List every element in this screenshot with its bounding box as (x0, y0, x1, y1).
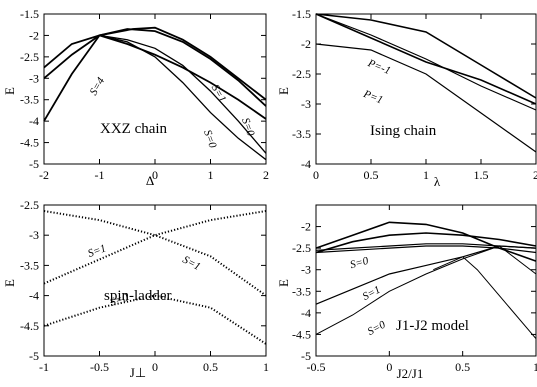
y-tick-label: -3.5 (292, 284, 311, 298)
x-tick-label: 2 (263, 168, 269, 182)
series-line-4 (315, 43, 537, 153)
x-axis-label: J2/J1 (397, 366, 424, 381)
y-tick-label: -4 (301, 157, 311, 171)
x-tick-label: 2 (533, 168, 537, 182)
y-axis-label: E (276, 279, 291, 287)
x-tick-label: 1 (423, 168, 429, 182)
panel-title: XXZ chain (100, 121, 168, 137)
series-line-3 (43, 294, 267, 345)
series-line-7 (433, 256, 537, 340)
y-axis-label: E (276, 87, 291, 95)
series-annotation: S=1 (209, 83, 229, 105)
y-tick-label: -2 (301, 37, 311, 51)
x-tick-label: 0 (152, 168, 158, 182)
series-annotation: P=-1 (365, 57, 392, 77)
x-tick-label: 0.5 (455, 360, 470, 374)
plot-frame (315, 204, 537, 357)
series-line-6 (315, 245, 537, 335)
series-annotation: S=4 (88, 75, 108, 97)
panel-4: -0.5 0 0.5 1 -5 -4.5 -4 -3.5 -3 -2.5 -2 J2/J1 E J1-J2… (276, 204, 537, 381)
y-axis-label: E (2, 279, 17, 287)
series-line-1 (43, 210, 267, 297)
y-tick-label: -3.5 (20, 258, 39, 272)
series-annotation: S=0 (108, 291, 130, 308)
series-line-2 (43, 210, 267, 285)
x-tick-label: 0.5 (203, 360, 218, 374)
y-tick-label: -2 (29, 28, 39, 42)
y-tick-label: -5 (301, 349, 311, 363)
panel-title: spin-ladder (104, 288, 171, 304)
x-axis-label: Δ (146, 173, 154, 188)
x-tick-label: 0 (386, 360, 392, 374)
panel-3: -1 -0.5 0 0.5 1 -5 -4.5 -4 -3.5 -3 -2.5 J⊥ Espin-lad… (2, 198, 269, 380)
series-line-4 (315, 245, 537, 254)
series-line-1 (315, 13, 537, 99)
x-tick-label: 1 (263, 360, 269, 374)
series-line-5 (315, 245, 537, 305)
plot-frame (43, 13, 267, 165)
y-tick-label: -5 (29, 349, 39, 363)
y-tick-label: -3 (29, 71, 39, 85)
x-tick-label: 0 (313, 168, 319, 182)
series-line-2 (315, 232, 537, 254)
y-tick-label: -4 (29, 289, 39, 303)
y-tick-label: -2.5 (292, 67, 311, 81)
series-annotation: P=1 (361, 88, 385, 107)
y-tick-label: -3.5 (20, 93, 39, 107)
x-tick-label: 1 (533, 360, 537, 374)
x-tick-label: -1 (39, 360, 49, 374)
x-tick-label: 1 (208, 168, 214, 182)
series-line-4 (99, 34, 267, 154)
x-tick-label: 0 (152, 360, 158, 374)
y-tick-label: -3 (301, 263, 311, 277)
y-tick-label: -2.5 (292, 241, 311, 255)
plot-frame (43, 204, 267, 357)
panel-2: 0 0.5 1 1.5 2 -4 -3.5 -3 -2.5 -2 -1.5 λ E Ising chain… (276, 7, 537, 189)
series-annotation: S=0 (366, 318, 388, 337)
y-tick-label: -2.5 (20, 50, 39, 64)
panel-title: J1-J2 model (396, 318, 469, 334)
x-axis-label: J⊥ (130, 365, 146, 380)
y-tick-label: -1.5 (292, 7, 311, 21)
panel-title: Ising chain (370, 123, 437, 139)
x-tick-label: -0.5 (307, 360, 326, 374)
series-annotation: S=1 (361, 284, 383, 303)
x-tick-label: 0.5 (364, 168, 379, 182)
y-tick-label: -2 (301, 220, 311, 234)
series-line-1 (43, 26, 267, 101)
y-tick-label: -4 (301, 306, 311, 320)
y-tick-label: -5 (29, 157, 39, 171)
series-line-3 (315, 13, 537, 111)
series-line-2 (315, 13, 537, 105)
y-tick-label: -4 (29, 114, 39, 128)
y-axis-label: E (2, 87, 17, 95)
y-tick-label: -1.5 (20, 7, 39, 21)
series-annotation: S=1 (180, 254, 202, 273)
y-tick-label: -4.5 (20, 136, 39, 150)
series-annotation: S=0 (239, 116, 257, 138)
y-tick-label: -2.5 (20, 198, 39, 212)
series-line-2 (43, 28, 267, 107)
series-annotation: S=0 (201, 128, 219, 150)
series-line-3 (43, 34, 267, 122)
y-tick-label: -3 (29, 228, 39, 242)
x-tick-label: -2 (39, 168, 49, 182)
y-tick-label: -3.5 (292, 127, 311, 141)
x-tick-label: -1 (95, 168, 105, 182)
panel-1: -2 -1 0 1 2 -5 -4.5 -4 -3.5 -3 -2.5 -2 -1.5 Δ E XXZ cha… (2, 7, 269, 188)
x-tick-label: 1.5 (474, 168, 489, 182)
y-tick-label: -4.5 (20, 319, 39, 333)
series-line-5 (99, 34, 267, 161)
series-annotation: S=1 (86, 242, 107, 260)
y-tick-label: -4.5 (292, 327, 311, 341)
x-axis-label: λ (434, 174, 441, 189)
series-line-1 (315, 221, 537, 262)
x-tick-label: -0.5 (90, 360, 109, 374)
y-tick-label: -3 (301, 97, 311, 111)
series-annotation: S=0 (349, 255, 370, 271)
